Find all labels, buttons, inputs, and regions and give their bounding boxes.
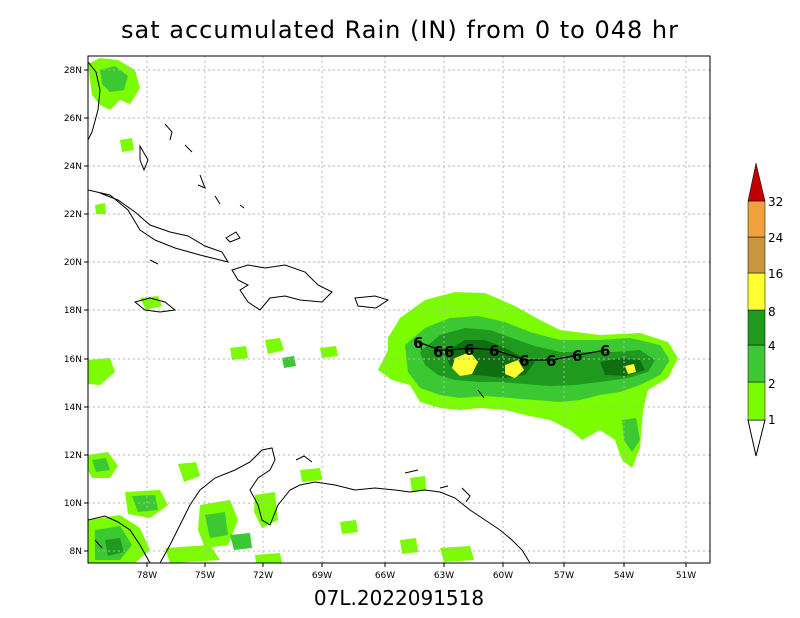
lat-label: 14N [64,403,82,413]
lat-label: 10N [64,499,82,509]
storm-id-label: 07L.2022091518 [313,586,485,610]
latitude-labels: 28N 26N 24N 22N 20N 18N 16N 14N 12N 10N … [64,66,88,557]
lon-label: 75W [195,571,215,581]
lon-label: 69W [312,571,332,581]
storm-symbol: 6 [572,347,582,365]
lon-label: 60W [493,571,513,581]
colorbar-bin-24 [747,200,766,238]
colorbar-label: 1 [768,413,776,427]
colorbar-bin-4 [747,309,766,346]
colorbar-bin-1 [747,381,766,421]
lat-label: 26N [64,114,82,124]
colorbar-label: 16 [768,267,783,281]
colorbar-label: 8 [768,305,776,319]
lon-label: 78W [137,571,157,581]
colorbar-label: 32 [768,195,783,209]
lat-label: 20N [64,258,82,268]
map-title: sat accumulated Rain (IN) from 0 to 048 … [121,16,679,44]
lat-label: 28N [64,66,82,76]
colorbar-high-tail [747,162,766,202]
storm-track-symbols: 6 6 6 6 6 6 6 6 6 [413,334,610,370]
graticule [88,56,710,563]
lat-label: 8N [70,547,82,557]
lon-label: 66W [375,571,395,581]
colorbar-bin-16 [747,236,766,274]
storm-symbol: 6 [433,343,443,361]
lat-label: 16N [64,355,82,365]
storm-track-line [417,341,607,361]
colorbar-label: 24 [768,231,783,245]
storm-symbol: 6 [546,352,556,370]
lat-label: 22N [64,210,82,220]
storm-symbol: 6 [464,341,474,359]
lat-label: 24N [64,162,82,172]
colorbar-bin-2 [747,344,766,383]
coastlines [88,61,531,563]
lon-label: 57W [554,571,574,581]
storm-symbol: 6 [444,343,454,361]
lon-label: 54W [614,571,634,581]
lat-label: 12N [64,451,82,461]
lon-label: 51W [676,571,696,581]
colorbar-low-tail [747,419,766,457]
colorbar-label: 2 [768,377,776,391]
lon-label: 72W [253,571,273,581]
storm-symbol: 6 [600,342,610,360]
storm-symbol: 6 [413,334,423,352]
colorbar: 1 2 4 8 16 24 32 [747,162,783,457]
colorbar-label: 4 [768,339,776,353]
colorbar-bin-8 [747,272,766,311]
lat-label: 18N [64,306,82,316]
storm-symbol: 6 [489,342,499,360]
storm-symbol: 6 [519,352,529,370]
lon-label: 63W [434,571,454,581]
longitude-labels: 78W 75W 72W 69W 66W 63W 60W 57W 54W 51W [137,563,696,581]
